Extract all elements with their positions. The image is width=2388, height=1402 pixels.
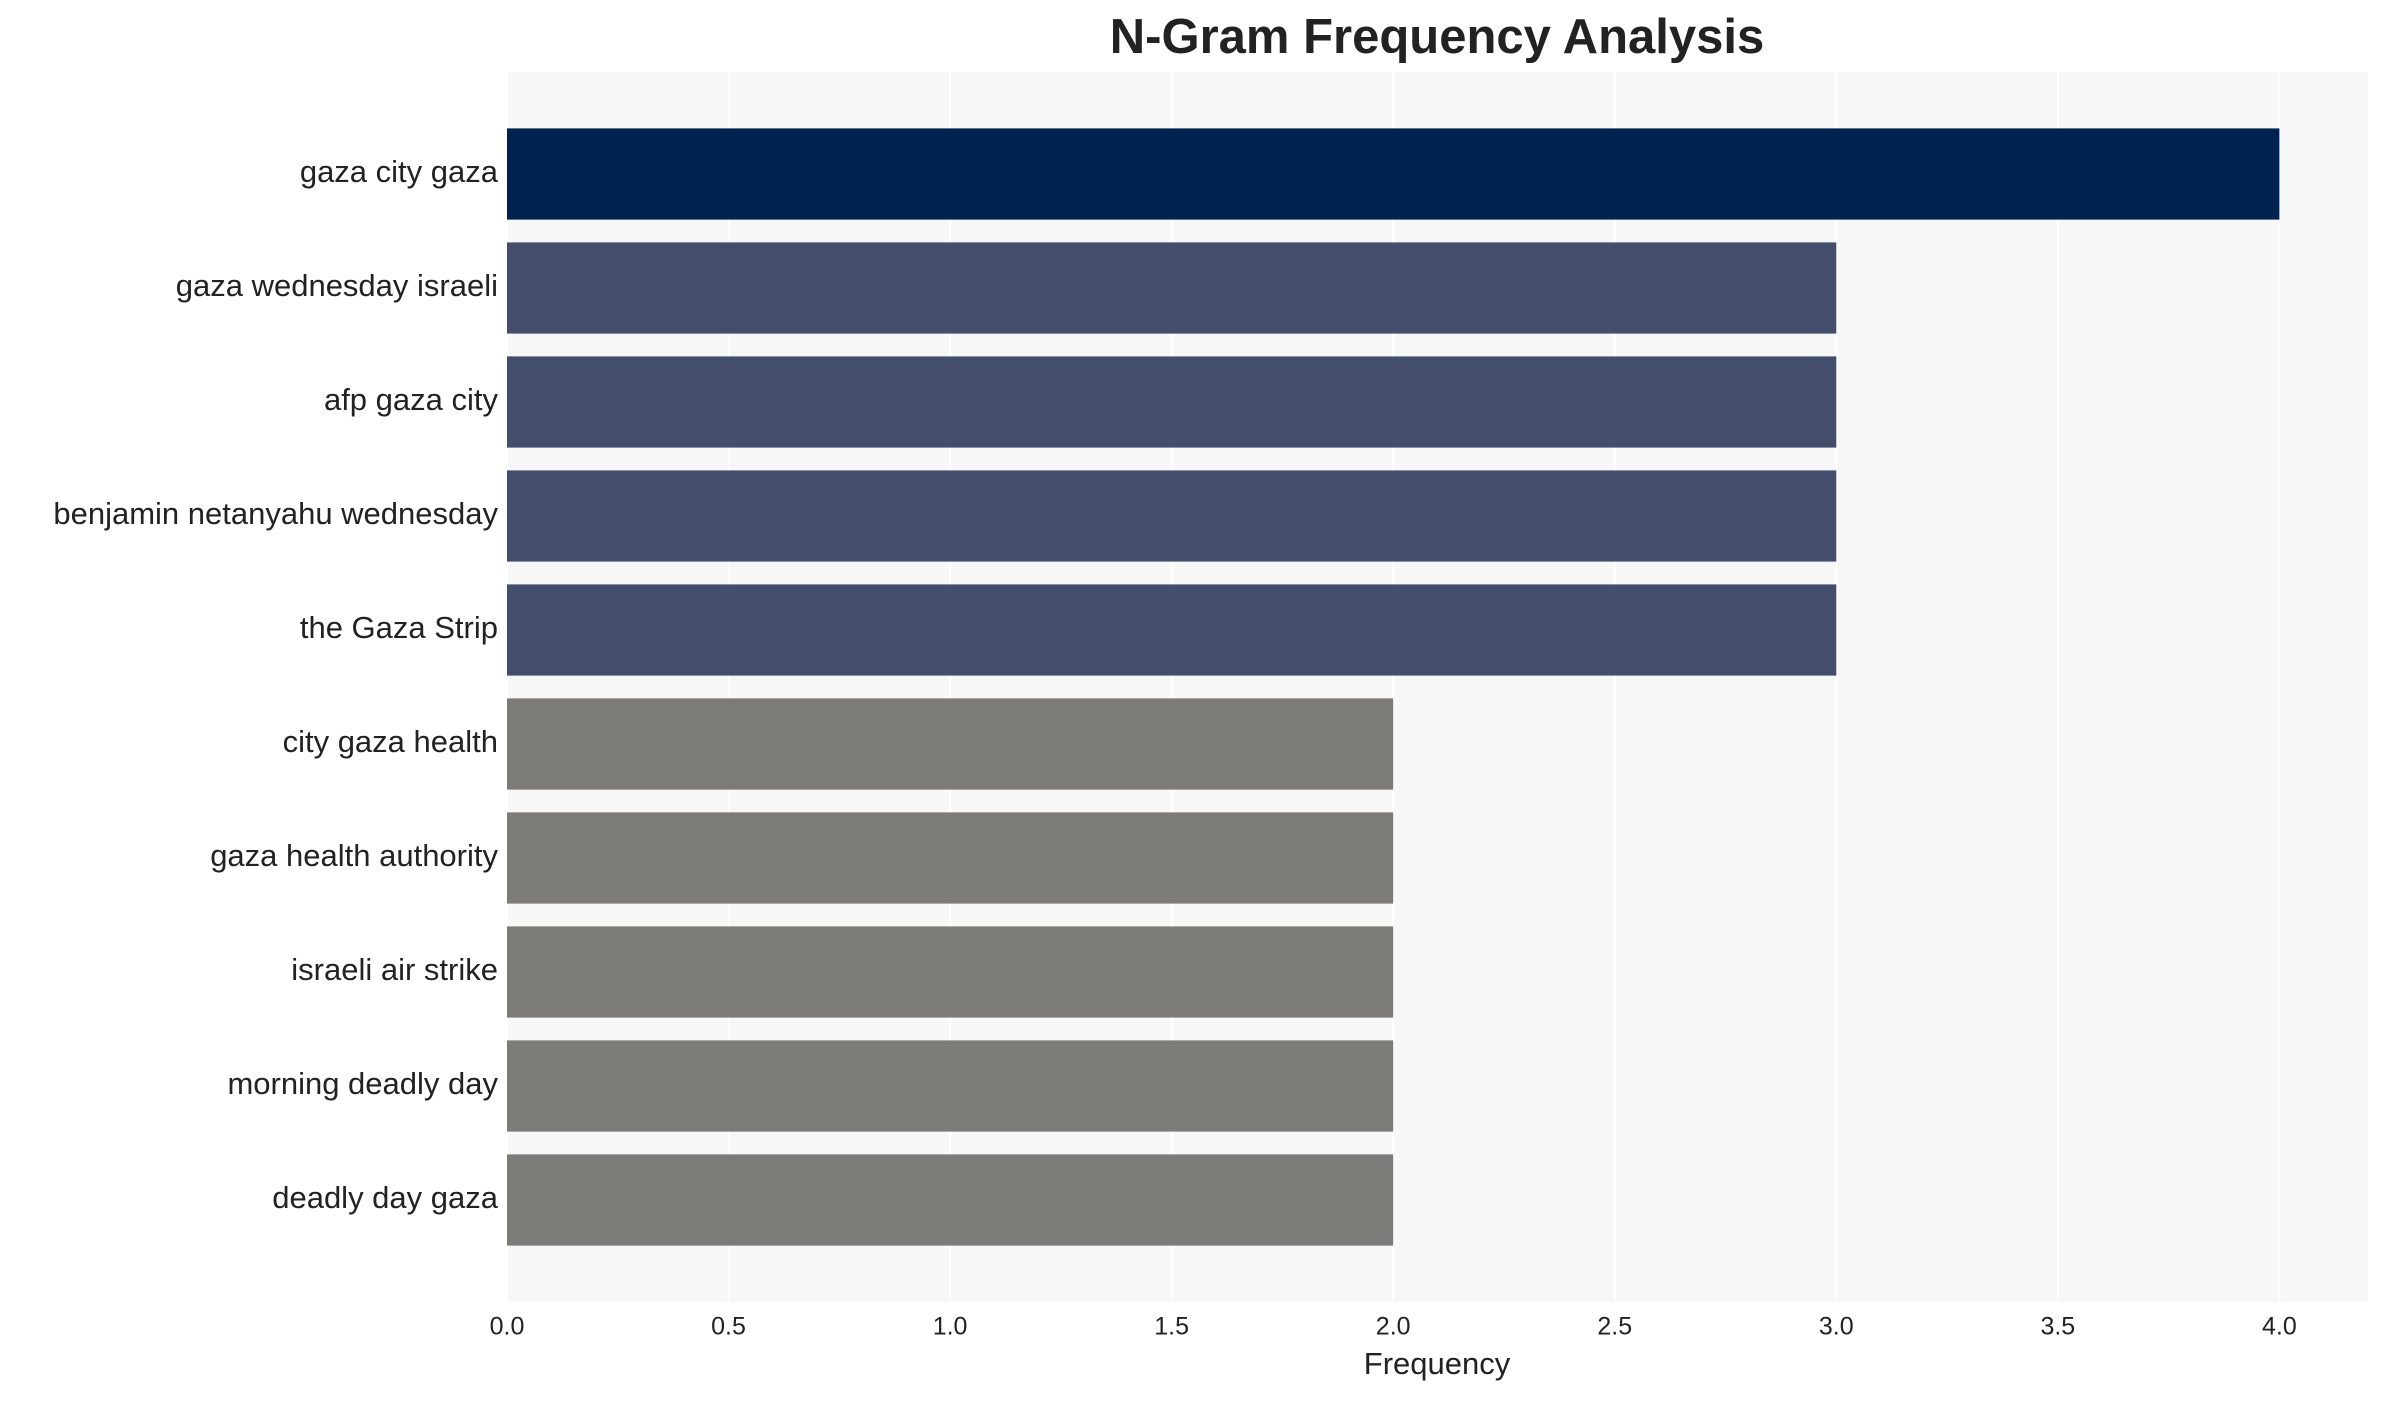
bar: [507, 812, 1394, 904]
y-tick-label: gaza wednesday israeli: [176, 268, 498, 303]
bar: [507, 584, 1837, 676]
bar: [507, 1154, 1394, 1246]
bar: [507, 926, 1394, 1018]
y-tick-label: benjamin netanyahu wednesday: [53, 496, 498, 531]
chart-title: N-Gram Frequency Analysis: [1110, 10, 1764, 64]
x-tick-label: 0.5: [711, 1313, 746, 1341]
y-tick-label: city gaza health: [283, 724, 498, 759]
y-tick-label: gaza health authority: [210, 838, 498, 873]
bar: [507, 128, 2280, 220]
bar: [507, 470, 1837, 562]
bar: [507, 242, 1837, 334]
y-tick-label: deadly day gaza: [272, 1180, 499, 1215]
y-tick-label: gaza city gaza: [300, 154, 499, 189]
bar: [507, 698, 1394, 790]
x-tick-label: 1.5: [1154, 1313, 1189, 1341]
x-tick-label: 3.5: [2040, 1313, 2075, 1341]
y-tick-label: israeli air strike: [291, 952, 498, 987]
x-tick-label: 2.5: [1597, 1313, 1632, 1341]
x-tick-label: 3.0: [1819, 1313, 1854, 1341]
x-axis-label: Frequency: [1364, 1346, 1511, 1381]
bar: [507, 356, 1837, 448]
x-tick-label: 2.0: [1376, 1313, 1411, 1341]
y-tick-label: the Gaza Strip: [300, 610, 498, 645]
x-tick-label: 0.0: [490, 1313, 525, 1341]
y-tick-label: afp gaza city: [324, 382, 499, 417]
x-tick-label: 1.0: [933, 1313, 968, 1341]
x-tick-label: 4.0: [2262, 1313, 2297, 1341]
y-tick-label: morning deadly day: [227, 1066, 498, 1101]
bar: [507, 1040, 1394, 1132]
